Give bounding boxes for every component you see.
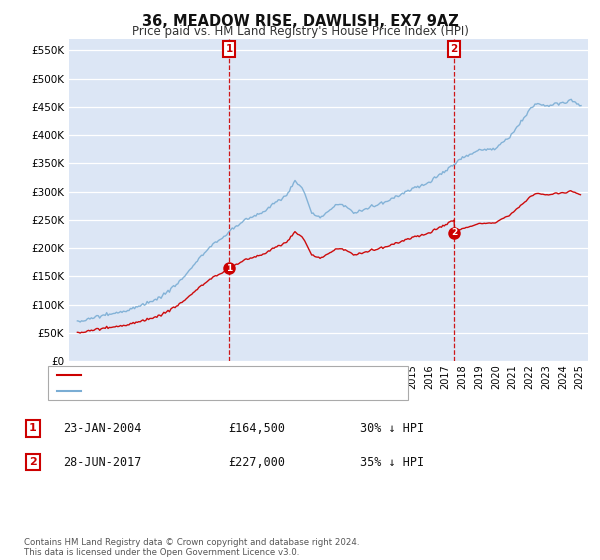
Text: 28-JUN-2017: 28-JUN-2017 bbox=[63, 455, 142, 469]
Text: £227,000: £227,000 bbox=[228, 455, 285, 469]
Text: 2: 2 bbox=[451, 228, 457, 237]
Text: 2: 2 bbox=[29, 457, 37, 467]
Text: Price paid vs. HM Land Registry's House Price Index (HPI): Price paid vs. HM Land Registry's House … bbox=[131, 25, 469, 38]
Text: 36, MEADOW RISE, DAWLISH, EX7 9AZ (detached house): 36, MEADOW RISE, DAWLISH, EX7 9AZ (detac… bbox=[85, 370, 381, 380]
Text: 1: 1 bbox=[29, 423, 37, 433]
Text: £164,500: £164,500 bbox=[228, 422, 285, 435]
Text: 2: 2 bbox=[451, 44, 458, 54]
Text: 23-JAN-2004: 23-JAN-2004 bbox=[63, 422, 142, 435]
Text: 36, MEADOW RISE, DAWLISH, EX7 9AZ: 36, MEADOW RISE, DAWLISH, EX7 9AZ bbox=[142, 14, 458, 29]
Text: 1: 1 bbox=[226, 44, 233, 54]
Text: HPI: Average price, detached house, Teignbridge: HPI: Average price, detached house, Teig… bbox=[85, 386, 339, 396]
Text: 30% ↓ HPI: 30% ↓ HPI bbox=[360, 422, 424, 435]
Text: 1: 1 bbox=[226, 264, 232, 273]
Text: Contains HM Land Registry data © Crown copyright and database right 2024.
This d: Contains HM Land Registry data © Crown c… bbox=[24, 538, 359, 557]
Text: 35% ↓ HPI: 35% ↓ HPI bbox=[360, 455, 424, 469]
